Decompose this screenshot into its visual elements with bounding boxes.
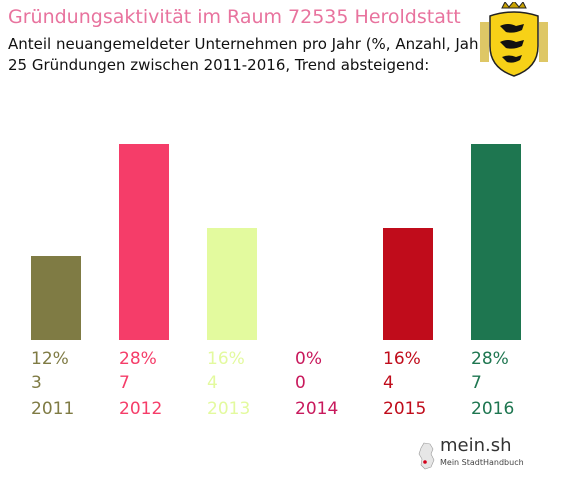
year-label-2016: 2016 <box>471 399 514 419</box>
year-label-2013: 2013 <box>207 399 250 419</box>
count-label-2015: 4 <box>383 373 394 393</box>
percent-label-2012: 28% <box>119 349 157 369</box>
percent-label-2014: 0% <box>295 349 322 369</box>
page-title: Gründungsaktivität im Raum 72535 Herolds… <box>8 6 461 28</box>
bar-2011 <box>31 256 81 340</box>
bar-2013 <box>207 228 257 340</box>
bar-2015 <box>383 228 433 340</box>
year-label-2012: 2012 <box>119 399 162 419</box>
count-label-2012: 7 <box>119 373 130 393</box>
chart-subtitle-line2: 25 Gründungen zwischen 2011-2016, Trend … <box>8 56 430 74</box>
count-label-2014: 0 <box>295 373 306 393</box>
chart-subtitle-line1: Anteil neuangemeldeter Unternehmen pro J… <box>8 35 491 53</box>
bar-2012 <box>119 144 169 340</box>
coat-of-arms-icon <box>478 2 550 80</box>
logo-name: mein.sh <box>440 435 512 456</box>
year-label-2011: 2011 <box>31 399 74 419</box>
count-label-2016: 7 <box>471 373 482 393</box>
percent-label-2015: 16% <box>383 349 421 369</box>
percent-label-2016: 28% <box>471 349 509 369</box>
percent-label-2013: 16% <box>207 349 245 369</box>
germany-map-icon <box>418 442 435 470</box>
count-label-2011: 3 <box>31 373 42 393</box>
year-label-2015: 2015 <box>383 399 426 419</box>
percent-label-2011: 12% <box>31 349 69 369</box>
count-label-2013: 4 <box>207 373 218 393</box>
year-label-2014: 2014 <box>295 399 338 419</box>
logo-tagline: Mein StadtHandbuch <box>440 458 524 467</box>
mein-sh-logo[interactable]: mein.sh Mein StadtHandbuch <box>418 434 548 476</box>
bar-2016 <box>471 144 521 340</box>
